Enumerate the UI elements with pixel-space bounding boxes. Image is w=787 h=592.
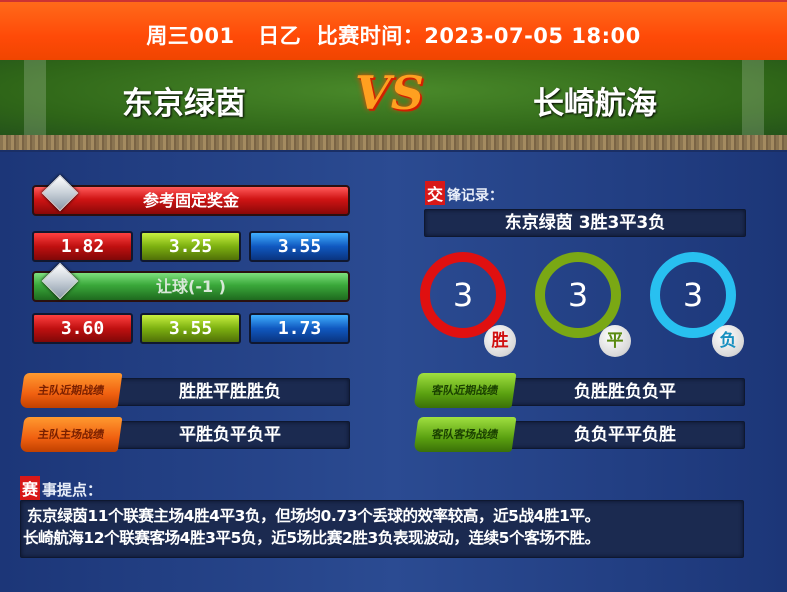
h2h-label-text: 锋记录： — [447, 188, 504, 204]
h2h-loss-ring: 3 — [650, 252, 736, 338]
tip-line: 长崎航海12个联赛客场4胜3平5负，近5场比赛2胜3负表现波动，连续5个客场不胜… — [23, 529, 600, 547]
away-recent-record: 负胜胜负负平 — [505, 378, 745, 406]
away-away-tag: 客队客场战绩 — [413, 417, 517, 452]
goalpost-left — [24, 60, 46, 136]
fixed-odds-loss: 3.55 — [249, 231, 350, 262]
h2h-summary: 东京绿茵 3胜3平3负 — [424, 209, 746, 237]
h2h-draw-ring: 3 — [535, 252, 621, 338]
fixed-odds-draw: 3.25 — [140, 231, 241, 262]
vs-logo: VS — [355, 66, 424, 120]
home-home-record: 平胜负平负平 — [110, 421, 350, 449]
tips-label: 赛事提点： — [20, 476, 102, 500]
header-bar — [0, 0, 787, 60]
pitch-edge — [0, 135, 787, 152]
home-recent-record: 胜胜平胜胜负 — [110, 378, 350, 406]
handicap-header: 让球(-1 ) — [32, 271, 350, 302]
loss-badge: 负 — [712, 325, 744, 357]
tips-box: 东京绿茵11个联赛主场4胜4平3负，但场均0.73个丢球的效率较高，近5战4胜1… — [20, 500, 744, 558]
handicap-odds-draw: 3.55 — [140, 313, 241, 344]
home-home-tag: 主队主场战绩 — [19, 417, 123, 452]
tip-line: 东京绿茵11个联赛主场4胜4平3负，但场均0.73个丢球的效率较高，近5战4胜1… — [27, 507, 600, 525]
h2h-win-ring: 3 — [420, 252, 506, 338]
tips-label-tag: 赛 — [20, 476, 41, 500]
match-title: 周三001 日乙 比赛时间：2023-07-05 18:00 — [146, 24, 641, 48]
goalpost-right — [742, 60, 764, 136]
handicap-odds-win: 3.60 — [32, 313, 133, 344]
h2h-label-tag: 交 — [425, 181, 446, 205]
home-team-name: 东京绿茵 — [122, 86, 246, 122]
away-team-name: 长崎航海 — [533, 86, 657, 122]
h2h-label: 交锋记录： — [425, 181, 503, 205]
away-away-record: 负负平平负胜 — [505, 421, 745, 449]
pitch-banner — [0, 60, 787, 136]
draw-badge: 平 — [599, 325, 631, 357]
fixed-odds-win: 1.82 — [32, 231, 133, 262]
home-recent-tag: 主队近期战绩 — [19, 373, 123, 408]
handicap-odds-loss: 1.73 — [249, 313, 350, 344]
win-badge: 胜 — [484, 325, 516, 357]
tips-label-text: 事提点： — [42, 481, 103, 499]
away-recent-tag: 客队近期战绩 — [413, 373, 517, 408]
fixed-odds-header: 参考固定奖金 — [32, 185, 350, 216]
